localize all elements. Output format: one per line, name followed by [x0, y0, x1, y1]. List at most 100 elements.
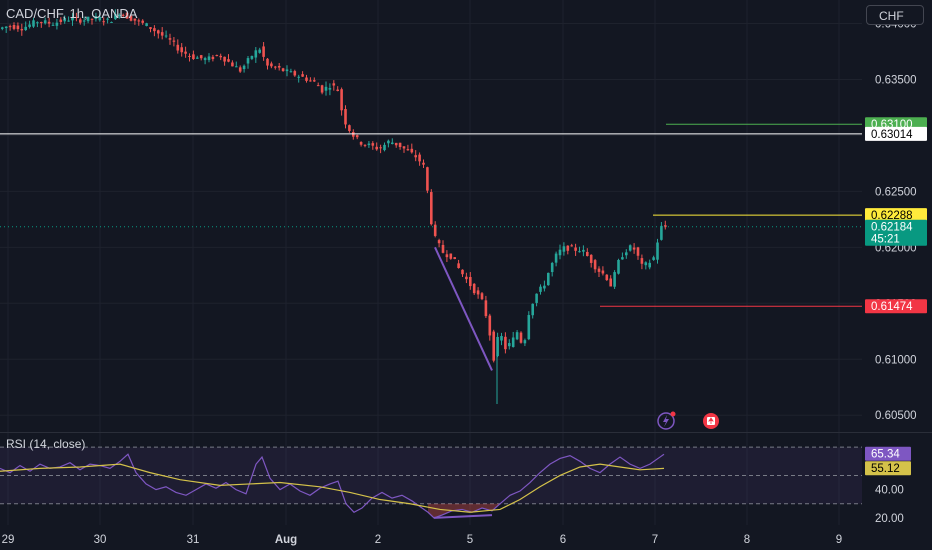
- candle: [242, 64, 246, 73]
- candle-body: [12, 24, 16, 29]
- candle-body: [293, 71, 297, 76]
- candle: [129, 13, 133, 22]
- candle-body: [418, 154, 421, 162]
- candle: [664, 220, 667, 230]
- candle-body: [106, 18, 109, 20]
- candle: [617, 258, 620, 275]
- candle-body: [145, 23, 148, 27]
- candle: [238, 65, 242, 73]
- currency-button[interactable]: CHF: [866, 5, 924, 25]
- candle: [558, 244, 562, 260]
- candle: [402, 146, 406, 153]
- candle-body: [223, 56, 226, 62]
- candle: [118, 13, 121, 19]
- candle: [188, 53, 191, 62]
- canada-flag-icon: [703, 413, 719, 429]
- candle-body: [110, 21, 113, 23]
- candle-body: [59, 19, 63, 22]
- candle-body: [367, 143, 371, 146]
- candle: [418, 152, 421, 166]
- candle: [430, 189, 433, 226]
- candle-body: [519, 332, 523, 343]
- candle-body: [398, 142, 402, 147]
- candle: [414, 150, 417, 162]
- candle: [63, 15, 66, 24]
- candle: [20, 23, 24, 36]
- candle: [149, 26, 152, 33]
- candle-body: [543, 285, 546, 289]
- candle: [309, 77, 312, 82]
- candle: [652, 255, 655, 261]
- candle: [348, 124, 351, 133]
- candle-body: [71, 17, 74, 21]
- candle-body: [168, 38, 172, 40]
- candle-body: [476, 290, 480, 295]
- candle-body: [547, 272, 550, 286]
- candle: [133, 18, 137, 25]
- candle: [254, 47, 258, 63]
- candle-body: [24, 26, 27, 30]
- candle-body: [562, 246, 566, 252]
- candle-body: [500, 336, 503, 341]
- candle: [574, 243, 577, 256]
- x-tick-label: Aug: [275, 534, 297, 546]
- candle-body: [274, 66, 277, 68]
- candle-body: [4, 26, 8, 29]
- candle: [359, 141, 363, 147]
- candle: [59, 17, 63, 25]
- candle-body: [332, 83, 336, 86]
- candle-body: [625, 252, 628, 256]
- candle: [660, 222, 663, 241]
- candle-body: [515, 332, 519, 340]
- candle-body: [47, 21, 51, 24]
- candle: [215, 54, 219, 57]
- candle: [586, 248, 589, 257]
- candle: [316, 82, 320, 87]
- candle: [449, 253, 453, 260]
- candle-body: [480, 293, 484, 300]
- candle: [480, 291, 484, 301]
- candle: [461, 269, 464, 277]
- candle-body: [121, 14, 125, 16]
- candle: [457, 259, 460, 269]
- rsi-y-tick: 40.00: [875, 485, 904, 497]
- candle: [12, 22, 16, 31]
- candle-body: [453, 257, 456, 260]
- candle: [145, 22, 148, 27]
- candle-body: [457, 263, 460, 269]
- candle-body: [28, 24, 31, 27]
- candle: [648, 259, 651, 270]
- candle-body: [644, 262, 648, 266]
- candle-body: [176, 44, 180, 51]
- candle: [192, 50, 195, 60]
- candle: [582, 245, 585, 257]
- candle-body: [207, 56, 211, 61]
- candle-body: [617, 259, 620, 274]
- candle-body: [355, 135, 359, 138]
- candle-body: [387, 140, 390, 144]
- candle-body: [153, 28, 156, 32]
- last-price-label: 0.62184: [871, 222, 913, 234]
- candle: [160, 27, 164, 40]
- candle-body: [51, 24, 55, 26]
- candle-body: [20, 29, 24, 31]
- candle: [375, 142, 378, 151]
- candle: [367, 140, 371, 148]
- candle-body: [313, 80, 316, 82]
- candle: [391, 138, 394, 145]
- candle: [184, 46, 187, 58]
- candle: [24, 21, 27, 32]
- candle: [644, 261, 648, 270]
- candle-body: [472, 283, 476, 294]
- rsi-title: RSI (14, close): [6, 437, 86, 451]
- candle-body: [484, 300, 488, 317]
- candle: [274, 65, 277, 70]
- y-tick-label: 0.63500: [875, 74, 917, 86]
- candles-layer: [1, 9, 667, 405]
- event-icons: [657, 411, 719, 430]
- candle: [492, 329, 495, 363]
- candle: [106, 17, 109, 24]
- candle: [4, 26, 8, 33]
